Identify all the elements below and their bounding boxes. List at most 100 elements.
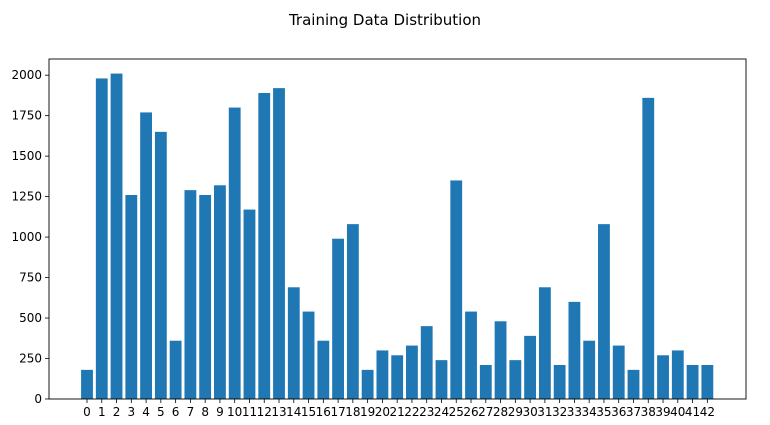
y-tick-label-500: 500 [19, 311, 42, 325]
bar-26 [465, 311, 477, 399]
bar-32 [553, 365, 566, 399]
x-tick-label-18: 18 [345, 405, 360, 419]
bar-28 [494, 321, 507, 399]
x-tick-label-38: 38 [641, 405, 656, 419]
bar-13 [273, 88, 285, 399]
bar-33 [568, 301, 581, 399]
bar-25 [450, 180, 463, 399]
y-tick-label-750: 750 [19, 271, 42, 285]
x-tick-label-5: 5 [157, 405, 165, 419]
plot-frame [48, 58, 747, 400]
x-tick-label-4: 4 [142, 405, 150, 419]
x-tick-label-15: 15 [301, 405, 316, 419]
bar-36 [612, 345, 625, 399]
bar-1 [95, 78, 108, 400]
x-tick-label-41: 41 [685, 405, 700, 419]
x-tick-label-9: 9 [216, 405, 224, 419]
y-axis: 0 250 500 750 1000 1250 1500 1750 2000 [11, 68, 49, 406]
x-tick-label-35: 35 [596, 405, 611, 419]
x-axis: 0 1 2 3 4 5 6 7 8 9 10 11 12 13 14 15 16 17 18 19 20 21 22 23 24… [83, 399, 715, 419]
x-tick-label-29: 29 [508, 405, 523, 419]
x-tick-label-31: 31 [537, 405, 552, 419]
x-tick-label-42: 42 [700, 405, 715, 419]
y-tick-label-250: 250 [19, 352, 42, 366]
bar-17 [332, 238, 344, 399]
x-tick-label-2: 2 [113, 405, 121, 419]
chart-title: Training Data Distribution [288, 11, 482, 29]
x-tick-label-36: 36 [611, 405, 626, 419]
x-tick-label-37: 37 [626, 405, 641, 419]
x-tick-label-30: 30 [522, 405, 537, 419]
bar-19 [361, 369, 374, 399]
x-tick-label-6: 6 [172, 405, 180, 419]
bar-27 [479, 365, 492, 399]
x-tick-label-33: 33 [567, 405, 582, 419]
bar-3 [125, 195, 138, 399]
bar-39 [657, 355, 669, 399]
bar-18 [346, 224, 359, 399]
x-tick-label-28: 28 [493, 405, 508, 419]
bar-35 [598, 224, 610, 399]
bar-24 [435, 360, 448, 399]
x-tick-label-0: 0 [83, 405, 91, 419]
y-tick-label-1500: 1500 [11, 149, 42, 163]
x-tick-label-27: 27 [478, 405, 493, 419]
bar-30 [524, 335, 537, 399]
x-tick-label-17: 17 [330, 405, 345, 419]
x-tick-label-23: 23 [419, 405, 434, 419]
bar-6 [169, 340, 182, 399]
bar-41 [686, 365, 699, 399]
x-tick-label-39: 39 [655, 405, 670, 419]
bar-31 [538, 287, 551, 399]
bar-4 [140, 112, 152, 400]
x-tick-label-26: 26 [463, 405, 478, 419]
x-tick-label-21: 21 [390, 405, 405, 419]
x-tick-label-24: 24 [434, 405, 449, 419]
y-tick-label-1250: 1250 [11, 190, 42, 204]
bar-5 [154, 131, 167, 400]
bar-22 [406, 345, 418, 399]
x-tick-label-40: 40 [670, 405, 685, 419]
bars-group [81, 73, 714, 400]
bar-0 [81, 369, 93, 399]
bar-15 [302, 311, 315, 399]
x-tick-label-13: 13 [271, 405, 286, 419]
y-tick-label-0: 0 [34, 392, 42, 406]
bar-23 [420, 326, 433, 399]
bar-11 [243, 209, 256, 399]
bar-8 [199, 195, 212, 399]
bar-12 [258, 93, 271, 399]
bar-42 [701, 365, 714, 399]
x-tick-label-7: 7 [187, 405, 195, 419]
x-tick-label-32: 32 [552, 405, 567, 419]
bar-20 [376, 350, 389, 399]
x-tick-label-12: 12 [257, 405, 272, 419]
bar-34 [583, 340, 596, 399]
bar-10 [228, 107, 241, 399]
bar-14 [287, 287, 300, 399]
y-tick-label-2000: 2000 [11, 68, 42, 82]
x-tick-label-1: 1 [98, 405, 106, 419]
x-tick-label-8: 8 [201, 405, 209, 419]
bar-38 [642, 97, 655, 400]
x-tick-label-34: 34 [582, 405, 597, 419]
bar-16 [317, 340, 330, 399]
x-tick-label-19: 19 [360, 405, 375, 419]
y-tick-label-1750: 1750 [11, 109, 42, 123]
x-tick-label-20: 20 [375, 405, 390, 419]
y-tick-label-1000: 1000 [11, 230, 42, 244]
x-tick-label-10: 10 [227, 405, 242, 419]
bar-37 [627, 369, 640, 399]
bar-9 [214, 185, 226, 399]
bar-7 [184, 190, 197, 399]
bar-40 [671, 350, 684, 399]
x-tick-label-3: 3 [127, 405, 135, 419]
x-tick-label-16: 16 [316, 405, 331, 419]
x-tick-label-14: 14 [286, 405, 301, 419]
x-tick-label-22: 22 [404, 405, 419, 419]
bar-21 [391, 355, 404, 399]
x-tick-label-11: 11 [242, 405, 257, 419]
bar-29 [509, 360, 522, 399]
bar-2 [110, 73, 123, 399]
